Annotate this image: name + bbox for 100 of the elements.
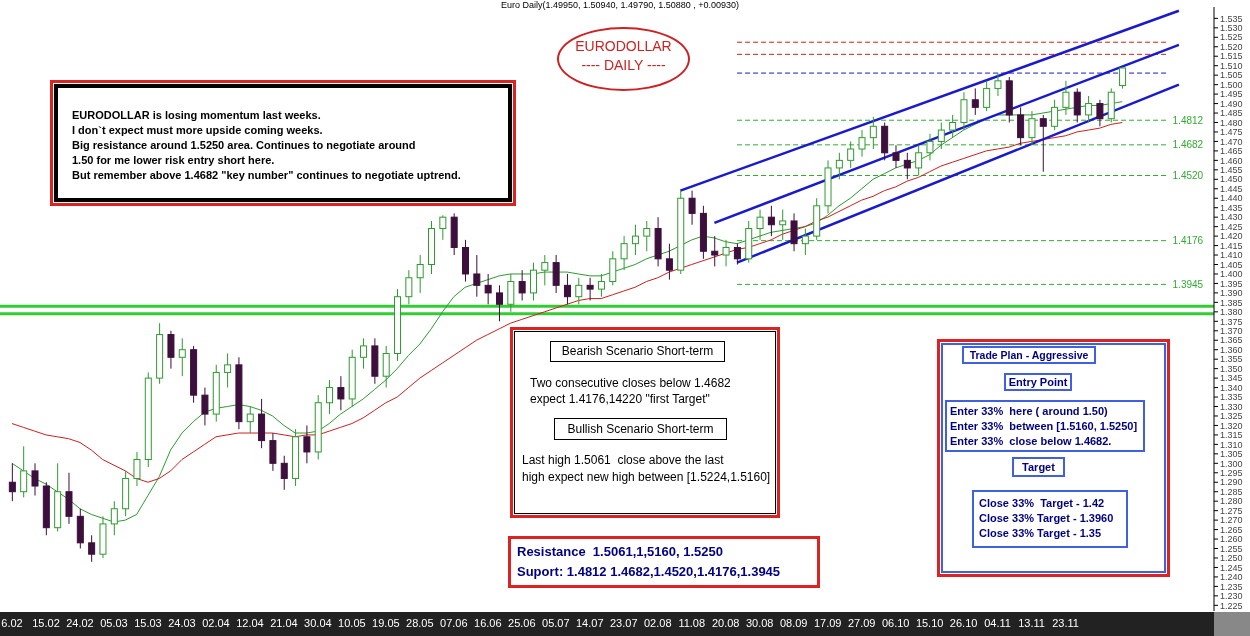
x-tick-label: 07.06 [440, 616, 468, 629]
y-tick-label: 1.420 [1220, 231, 1243, 242]
annotation: EURODOLLAR is losing momentum last weeks. I don`t expect must more upside coming weeks. Big resistance around 1.5250 area. Continues to negotiate around 1.50 for me lower risk entry short here. But remember above 1.4682 "key number" continues to negotiate uptrend. [54, 84, 512, 202]
ref-line-label: 1.4682 [1172, 139, 1204, 151]
x-tick-label: 15.03 [134, 616, 162, 629]
candlestick [8, 462, 16, 502]
x-tick-label: 30.08 [745, 616, 774, 629]
y-tick-label: 1.360 [1220, 344, 1243, 355]
y-tick-label: 1.455 [1220, 165, 1243, 176]
candlestick [552, 254, 560, 294]
y-tick-label: 1.530 [1220, 23, 1243, 34]
candlestick [360, 337, 368, 370]
candlestick [473, 254, 481, 298]
annotation: Target [1012, 457, 1065, 477]
candlestick [1039, 114, 1047, 173]
y-tick-label: 1.265 [1220, 524, 1243, 535]
y-tick-label: 1.295 [1220, 467, 1243, 478]
annotation: Bearish Scenario Short-term [550, 341, 725, 362]
annotation: Enter 33% here ( around 1.50) Enter 33% between [1.5160, 1.5250] Enter 33% close below 1.4682. [945, 400, 1145, 452]
candlestick [858, 129, 866, 158]
candlestick [937, 122, 945, 150]
y-tick-label: 1.415 [1220, 240, 1243, 251]
candlestick [903, 152, 911, 180]
candlestick [541, 254, 549, 286]
y-tick-label: 1.235 [1220, 581, 1243, 592]
candlestick [643, 220, 651, 252]
candlestick [1028, 110, 1036, 146]
x-tick-label: 06.10 [881, 616, 910, 629]
candlestick [201, 387, 209, 426]
annotation: Entry Point [1004, 373, 1072, 391]
y-tick-label: 1.355 [1220, 354, 1243, 365]
chart-title: Euro Daily(1.49950, 1.50940, 1.49790, 1.50880 , +0.00930) [500, 0, 740, 10]
candlestick [835, 152, 843, 180]
x-tick-label: 19.05 [372, 616, 400, 629]
y-tick-label: 1.435 [1220, 202, 1243, 213]
annotation: Last high 1.5061 close above the last high expect new high between [1.5224,1.5160] [522, 452, 772, 486]
y-tick-label: 1.345 [1220, 373, 1243, 384]
ref-line-label: 1.4812 [1172, 114, 1204, 126]
candlestick [382, 345, 390, 389]
candlestick [246, 406, 254, 434]
y-tick-label: 1.425 [1220, 221, 1243, 232]
y-tick-label: 1.240 [1220, 572, 1243, 583]
y-tick-label: 1.370 [1220, 325, 1243, 336]
x-tick-label: 04.11 [984, 616, 1011, 629]
y-tick-label: 1.445 [1220, 183, 1243, 194]
candlestick [631, 224, 639, 256]
annotation: EURODOLLAR ---- DAILY ---- [557, 27, 690, 91]
candlestick [665, 243, 673, 281]
y-tick-label: 1.465 [1220, 146, 1243, 157]
y-tick-label: 1.255 [1220, 543, 1243, 554]
candlestick [994, 72, 1002, 97]
y-tick-label: 1.440 [1220, 193, 1243, 204]
candlestick [711, 235, 719, 267]
y-tick-label: 1.410 [1220, 250, 1243, 261]
candlestick [269, 432, 277, 472]
candlestick [303, 424, 311, 464]
y-tick-label: 1.490 [1220, 98, 1243, 109]
candlestick [620, 235, 628, 271]
y-tick-label: 1.225 [1220, 600, 1243, 611]
y-tick-label: 1.460 [1220, 155, 1243, 166]
candlestick [575, 277, 583, 305]
y-tick-label: 1.520 [1220, 41, 1243, 52]
candlestick [756, 209, 764, 241]
x-tick-label: 28.05 [406, 616, 434, 629]
y-tick-label: 1.390 [1220, 288, 1243, 299]
y-tick-label: 1.335 [1220, 392, 1243, 403]
y-tick-label: 1.285 [1220, 486, 1243, 497]
y-tick-label: 1.400 [1220, 269, 1243, 280]
x-tick-label: 24.03 [168, 616, 196, 629]
y-tick-label: 1.470 [1220, 136, 1243, 147]
annotation: Close 33% Target - 1.42 Close 33% Target - 1.3960 Close 33% Target - 1.35 [972, 490, 1128, 548]
candlestick [1073, 87, 1081, 123]
candlestick [790, 212, 798, 252]
candlestick [847, 140, 855, 169]
y-tick-label: 1.475 [1220, 127, 1243, 138]
x-tick-label: 02.08 [643, 616, 672, 629]
annotation: Trade Plan - Aggressive [962, 346, 1096, 364]
y-tick-label: 1.325 [1220, 411, 1243, 422]
x-tick-label: 25.06 [508, 616, 536, 629]
x-tick-label: 08.09 [779, 616, 808, 629]
y-tick-label: 1.535 [1220, 13, 1243, 24]
candlestick [518, 269, 526, 301]
candlestick [416, 254, 424, 294]
y-tick-label: 1.290 [1220, 477, 1243, 488]
x-tick-label: 21.04 [270, 616, 298, 629]
candlestick [495, 284, 503, 322]
candlestick [563, 273, 571, 305]
x-tick-label: 23.11 [1052, 616, 1079, 629]
x-tick-label: 17.09 [813, 616, 842, 629]
candlestick [20, 445, 28, 498]
candlestick [926, 133, 934, 161]
y-tick-label: 1.510 [1220, 60, 1243, 71]
x-tick-label: 12.04 [236, 616, 264, 629]
y-tick-label: 1.525 [1220, 32, 1243, 43]
x-tick-label: 10.05 [338, 616, 366, 629]
y-tick-label: 1.340 [1220, 382, 1243, 393]
candlestick [326, 379, 334, 415]
x-tick-label: 24.02 [66, 616, 94, 629]
candlestick [609, 250, 617, 286]
candlestick [31, 462, 39, 496]
